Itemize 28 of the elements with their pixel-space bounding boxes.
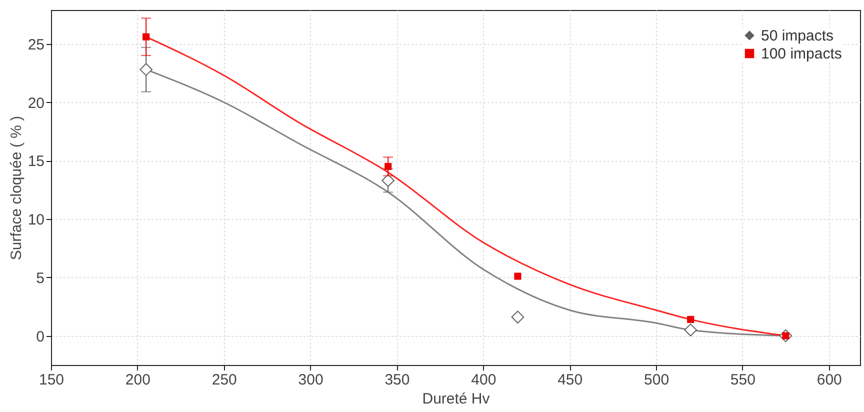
x-tick-label: 400 — [471, 372, 496, 388]
point — [684, 324, 698, 336]
y-tick-label: 10 — [28, 212, 44, 229]
y-tick-label: 25 — [28, 36, 44, 54]
x-tick-label: 150 — [38, 372, 64, 388]
point — [382, 174, 394, 187]
y-axis-title: Surface cloquée ( % ) — [8, 116, 25, 260]
legend-label: 100 impacts — [761, 46, 842, 62]
x-tick-label: 200 — [125, 372, 150, 388]
x-tick-label: 500 — [644, 372, 670, 388]
x-axis-title: Dureté Hv — [422, 390, 490, 408]
y-tick-label: 15 — [28, 153, 44, 170]
y-tick-label: 20 — [28, 94, 44, 112]
y-tick-label: 0 — [36, 328, 44, 346]
point — [140, 63, 152, 76]
point — [514, 272, 522, 280]
point — [384, 162, 392, 170]
x-tick-label: 550 — [730, 372, 756, 388]
x-tick-label: 300 — [298, 372, 324, 388]
x-tick-label: 350 — [384, 372, 410, 388]
x-tick-label: 600 — [816, 372, 842, 388]
x-tick-label: 450 — [558, 372, 583, 388]
legend-label: 50 impacts — [761, 28, 834, 44]
y-tick-label: 5 — [36, 270, 44, 287]
x-tick-label: 250 — [212, 372, 237, 388]
point — [687, 316, 694, 323]
point — [511, 310, 524, 324]
point — [142, 33, 150, 40]
